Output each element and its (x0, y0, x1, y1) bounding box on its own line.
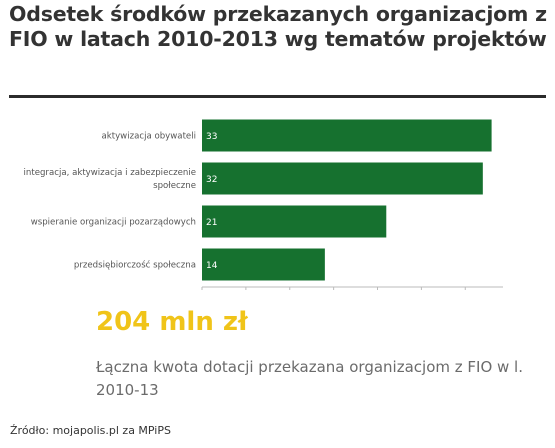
category-label: wspieranie organizacji pozarządowych (31, 218, 196, 228)
bar-value-label: 32 (206, 175, 217, 185)
bar-value-label: 21 (206, 218, 217, 228)
total-amount: 204 mln zł (96, 307, 248, 337)
page-title: Odsetek środków przekazanych organizacjo… (9, 2, 547, 51)
bar-value-label: 14 (206, 261, 218, 271)
bar (202, 205, 387, 238)
category-label: społeczne (153, 181, 196, 191)
x-axis: 051015202530 (199, 286, 503, 307)
bar (202, 162, 483, 195)
category-label: aktywizacja obywateli (101, 132, 196, 142)
total-amount-description: Łączna kwota dotacji przekazana organiza… (96, 358, 523, 399)
bar-value-label: 33 (206, 132, 217, 142)
title-underline (9, 95, 546, 98)
source-note: Źródło: mojapolis.pl za MPiPS (10, 424, 171, 437)
bar-chart-svg: 33 32 21 14 051015202530 aktywizacja obywat… (23, 119, 503, 307)
bar (202, 119, 492, 152)
bar (202, 248, 325, 281)
bar-chart: 33 32 21 14 051015202530 aktywizacja obywat… (0, 100, 555, 307)
category-label: przedsiębiorczość społeczna (74, 260, 196, 271)
category-labels: aktywizacja obywateli integracja, aktywiz… (23, 132, 196, 271)
category-label: integracja, aktywizacja i zabezpieczenie (23, 168, 196, 178)
bars-layer: 33 32 21 14 (202, 119, 492, 281)
